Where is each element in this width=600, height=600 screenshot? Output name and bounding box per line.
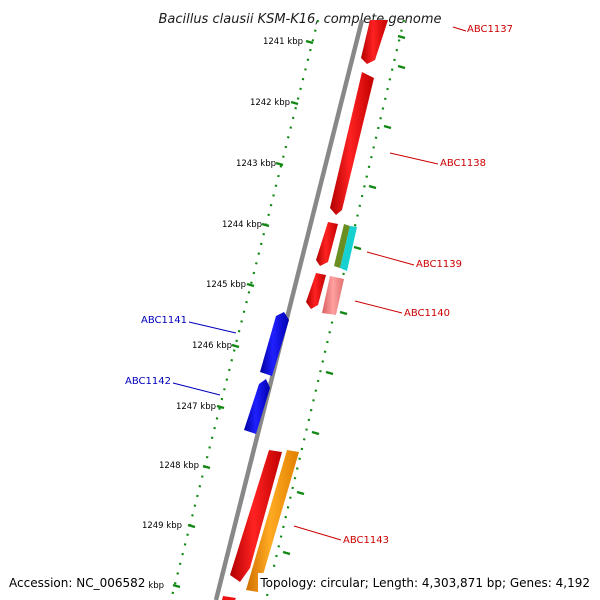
inner-tick-marks: [172, 39, 314, 589]
genome-summary-text: Topology: circular; Length: 4,303,871 bp…: [259, 576, 590, 590]
reverse-features: [244, 312, 289, 434]
tick-label: 1249 kbp: [142, 521, 182, 531]
gene-label[interactable]: ABC1138: [440, 158, 486, 169]
gene-label[interactable]: ABC1139: [416, 259, 462, 270]
gene-feature-ABC1143[interactable]: [230, 450, 282, 582]
tick-label: 1242 kbp: [250, 98, 290, 108]
tick-label: 1246 kbp: [192, 341, 232, 351]
gene-feature-ABC1137[interactable]: [361, 20, 388, 64]
gene-feature-ABC1142[interactable]: [244, 379, 270, 434]
gene-label[interactable]: ABC1140: [404, 308, 450, 319]
label-leader-lines: [172, 26, 467, 541]
tick-label: 1244 kbp: [222, 220, 262, 230]
footer-accession-bg: [6, 573, 148, 591]
gene-label[interactable]: ABC1137: [467, 24, 513, 35]
map-title: Bacillus clausii KSM-K16, complete genom…: [158, 12, 441, 27]
tick-label: 1248 kbp: [159, 461, 199, 471]
footer-summary-bg: [258, 573, 594, 591]
tick-label: 1245 kbp: [206, 280, 246, 290]
gene-label[interactable]: ABC1141: [141, 315, 187, 326]
gene-feature-next: [222, 596, 236, 600]
gene-feature-ABC1140[interactable]: [306, 273, 326, 309]
gene-label[interactable]: ABC1142: [125, 376, 171, 387]
gene-feature-ABC1140-cds: [322, 276, 344, 315]
gene-feature-ABC1138[interactable]: [330, 72, 374, 215]
tick-label: 1241 kbp: [263, 37, 303, 47]
genome-backbone: [213, 19, 365, 600]
gene-feature-ABC1143-cds: [246, 450, 299, 592]
forward-features: [222, 20, 388, 600]
gene-feature-ABC1139-cds-olive: [334, 224, 350, 268]
outer-tick-marks: [282, 34, 406, 556]
accession-text: Accession: NC_006582: [9, 576, 145, 590]
gene-feature-ABC1141[interactable]: [260, 312, 289, 376]
gene-labels: ABC1137 ABC1138 ABC1139 ABC1140 ABC1141 …: [125, 24, 513, 546]
gene-feature-ABC1139[interactable]: [316, 222, 338, 266]
tick-label: 1243 kbp: [236, 159, 276, 169]
gene-feature-ABC1139-cds-cyan: [340, 226, 357, 271]
inner-dotted-track: [169, 19, 320, 600]
tick-label: 1247 kbp: [176, 402, 216, 412]
gene-label[interactable]: ABC1143: [343, 535, 389, 546]
